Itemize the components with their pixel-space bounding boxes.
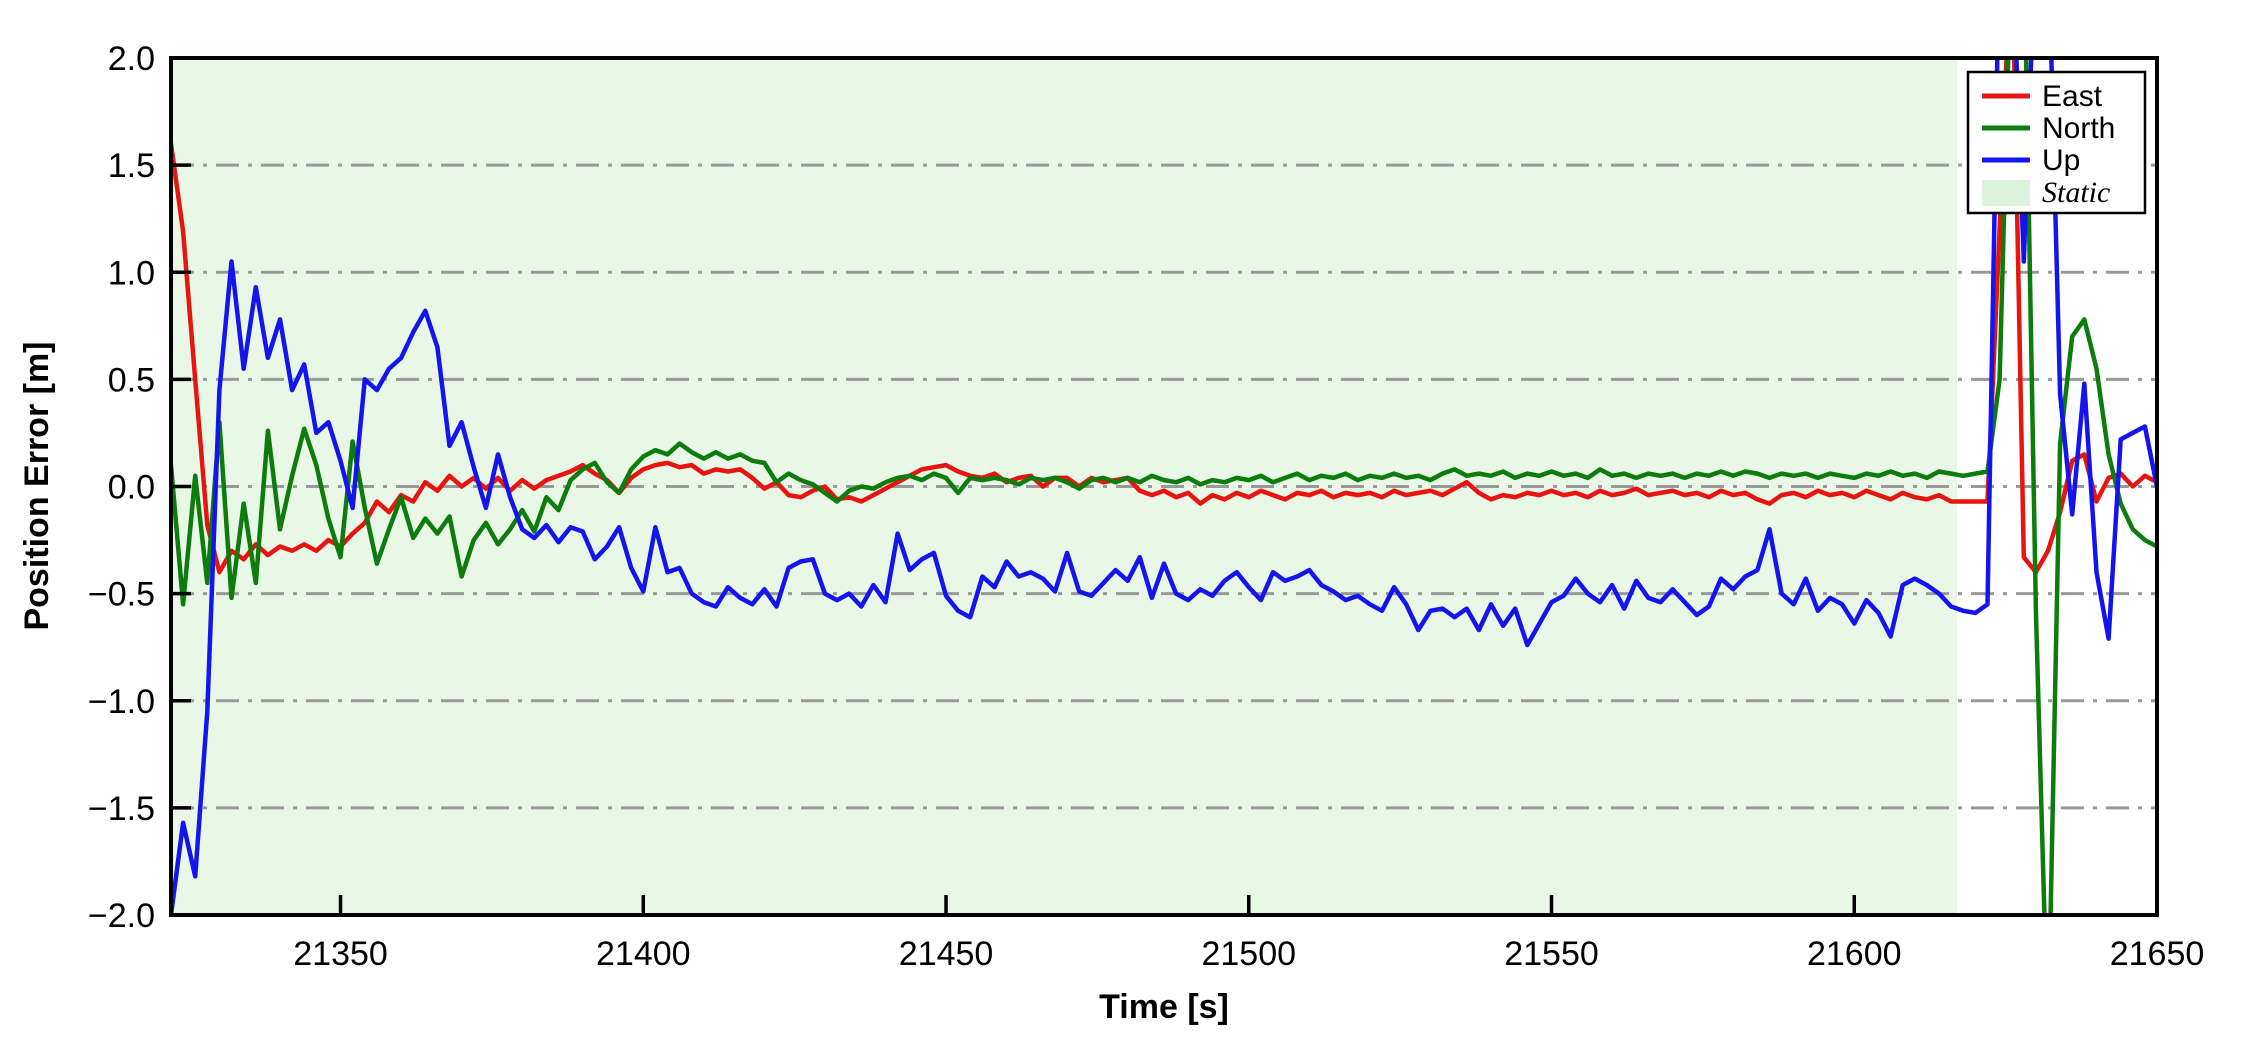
tick-marks [171,56,2159,917]
x-tick-label: 21400 [596,935,691,973]
y-tick-label: 2.0 [108,40,155,78]
north-line [171,58,2157,915]
y-tick-label: −1.0 [88,683,155,721]
y-tick-label: 1.5 [108,147,155,185]
legend-static-patch-sample [1982,180,2030,206]
legend-label-static: Static [2042,176,2110,209]
y-tick-label: 0.0 [108,469,155,507]
y-tick-label: −2.0 [88,897,155,935]
legend-label-up: Up [2042,144,2080,177]
x-tick-label: 21350 [293,935,388,973]
x-tick-label: 21500 [1201,935,1296,973]
y-axis-label: Position Error [m] [18,341,56,630]
up-line [171,58,2157,915]
tick-labels: 21350 21400 21450 21500 21550 21600 21650 −2.0 −… [88,40,2204,973]
legend-label-east: East [2042,80,2103,113]
east-line [171,58,2157,575]
x-tick-label: 21450 [899,935,994,973]
y-tick-label: 0.5 [108,361,155,399]
data-lines [171,58,2157,915]
x-axis-label: Time [s] [1099,988,1229,1026]
y-tick-label: −0.5 [88,576,155,614]
x-tick-label: 21600 [1807,935,1902,973]
legend-label-north: North [2042,112,2115,145]
y-tick-label: 1.0 [108,254,155,292]
gridlines [171,163,2157,810]
x-tick-label: 21650 [2110,935,2205,973]
y-tick-label: −1.5 [88,790,155,828]
x-tick-label: 21550 [1504,935,1599,973]
